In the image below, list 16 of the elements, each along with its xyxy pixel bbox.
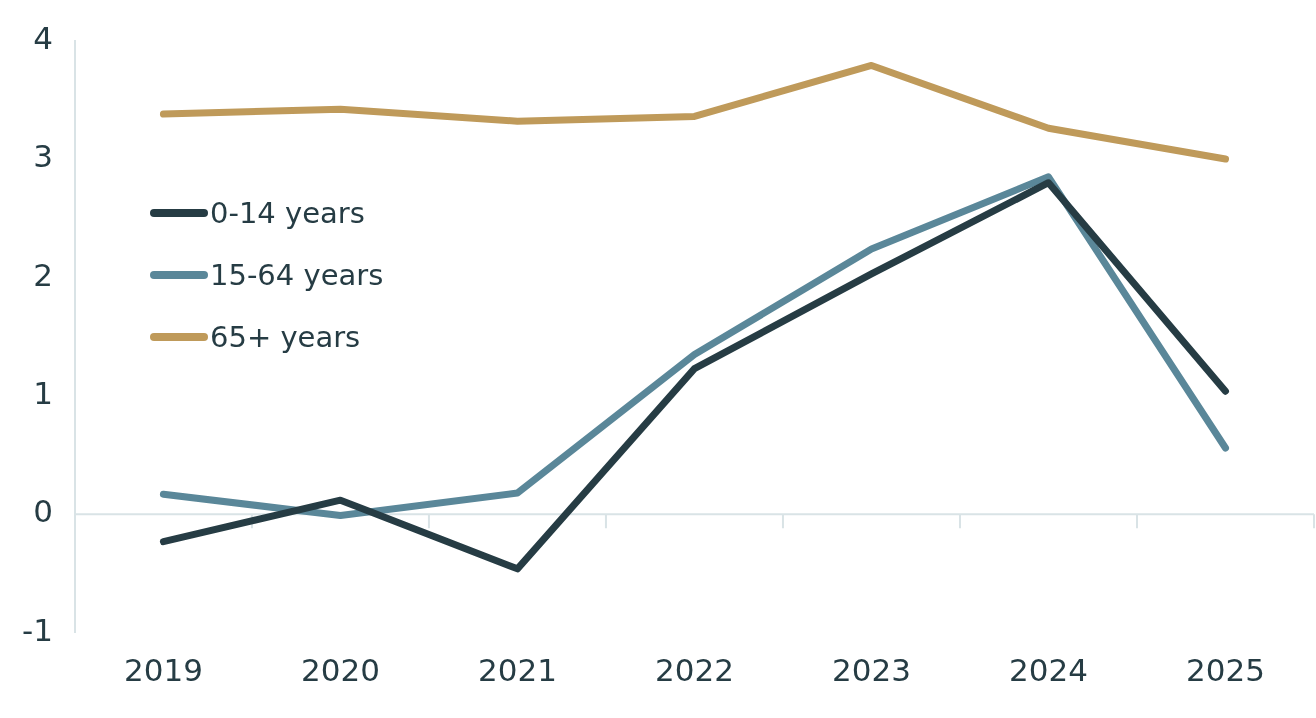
y-tick-label: 4 — [33, 19, 53, 56]
x-tick-label: 2019 — [123, 652, 203, 689]
x-tick-label: 2023 — [832, 652, 911, 689]
x-tick-label: 2024 — [1009, 652, 1088, 689]
legend-label: 15-64 years — [210, 258, 384, 292]
legend-label: 0-14 years — [210, 196, 365, 230]
x-tick-label: 2020 — [300, 652, 380, 689]
y-tick-label: 2 — [33, 256, 53, 293]
x-tick-label: 2021 — [477, 652, 557, 689]
y-tick-label: 1 — [33, 374, 53, 411]
x-tick-label: 2022 — [655, 652, 734, 689]
x-tick-label: 2025 — [1186, 652, 1265, 689]
y-tick-label: 3 — [33, 138, 53, 175]
y-tick-label: 0 — [33, 493, 53, 530]
legend-label: 65+ years — [210, 320, 361, 354]
y-tick-label: -1 — [21, 611, 53, 648]
